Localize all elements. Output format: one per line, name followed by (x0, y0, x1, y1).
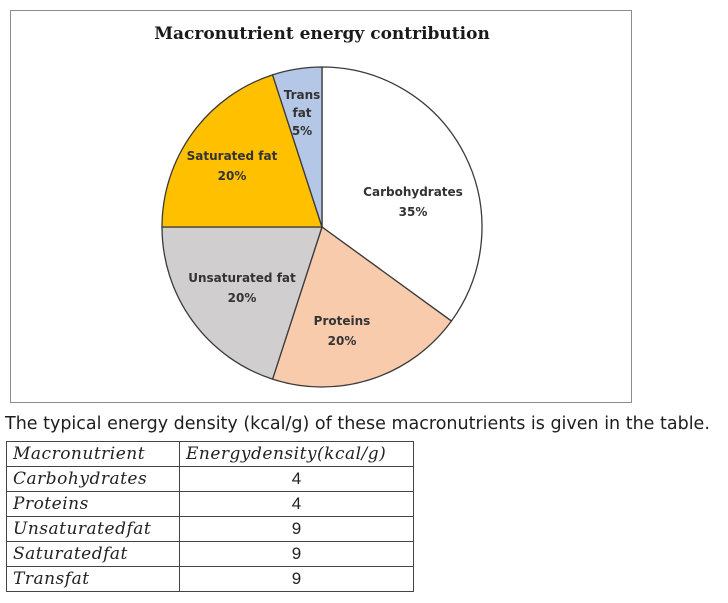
table-row: Transfat 9 (6, 566, 414, 592)
header-macronutrient: Macronutrient (6, 441, 180, 467)
row-name: Carbohydrates (6, 466, 180, 492)
row-value: 9 (179, 541, 414, 567)
row-name: Saturatedfat (6, 541, 180, 567)
slice-label-trans-fat: Trans fat 5% (284, 88, 321, 138)
row-value: 4 (179, 491, 414, 517)
slice-label-unsaturated-fat: Unsaturated fat 20% (188, 271, 296, 305)
table-header-row: Macronutrient Energydensity(kcal/g) (6, 441, 414, 467)
table-row: Unsaturatedfat 9 (6, 516, 414, 542)
pie-slice-trans-fat (271, 66, 323, 228)
slice-label-saturated-fat: Saturated fat 20% (187, 149, 278, 183)
row-name: Unsaturatedfat (6, 516, 180, 542)
table-row: Saturatedfat 9 (6, 541, 414, 567)
pie-slice-carbohydrates (321, 66, 483, 322)
slice-label-carbohydrates: Carbohydrates 35% (363, 185, 463, 219)
table-row: Proteins 4 (6, 491, 414, 517)
pie-slice-proteins (271, 225, 453, 388)
chart-title: Macronutrient energy contribution (154, 24, 490, 44)
header-energy-density: Energydensity(kcal/g) (179, 441, 414, 467)
chart-frame: Carbohydrates 35% Proteins 20% Unsaturated f… (10, 10, 632, 403)
pie-chart: Carbohydrates 35% Proteins 20% Unsaturated f… (161, 66, 483, 388)
table-caption: The typical energy density (kcal/g) of t… (5, 414, 710, 434)
row-value: 4 (179, 466, 414, 492)
table-row: Carbohydrates 4 (6, 466, 414, 492)
row-value: 9 (179, 516, 414, 542)
row-name: Transfat (6, 566, 180, 592)
row-name: Proteins (6, 491, 180, 517)
slice-label-proteins: Proteins 20% (314, 314, 371, 348)
pie-slice-unsaturated-fat (161, 226, 323, 380)
energy-density-table: Macronutrient Energydensity(kcal/g) Carb… (6, 441, 414, 592)
row-value: 9 (179, 566, 414, 592)
pie-slice-saturated-fat (161, 74, 323, 228)
